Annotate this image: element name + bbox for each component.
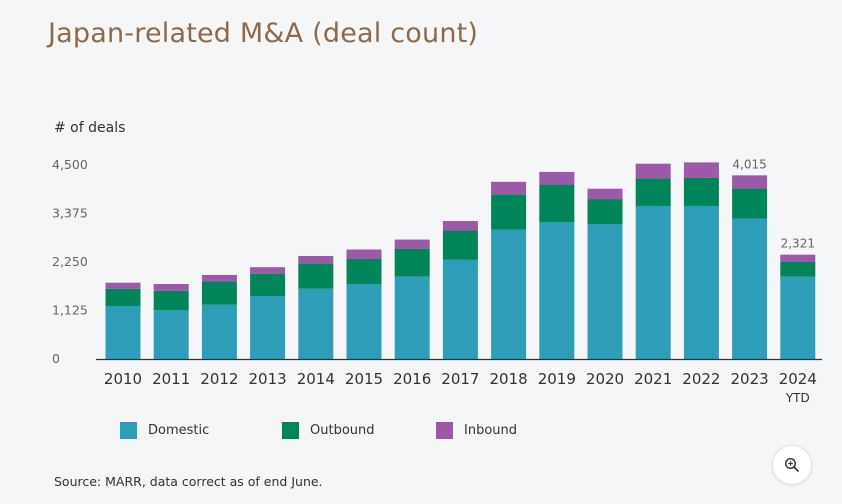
bar-outbound-2024 — [780, 262, 816, 277]
chart-title: Japan-related M&A (deal count) — [48, 18, 479, 49]
bar-outbound-2019 — [539, 184, 575, 223]
x-tick-label: 2020 — [586, 370, 624, 388]
bar-domestic-2012 — [201, 304, 237, 359]
bar-outbound-2010 — [105, 288, 141, 306]
legend-label-inbound: Inbound — [464, 423, 518, 438]
bar-outbound-2015 — [346, 258, 382, 284]
legend-item-inbound: Inbound — [436, 422, 517, 439]
bar-inbound-2010 — [105, 282, 141, 289]
stacked-bar-chart: 0 1,125 2,250 3,375 4,500 2010 2011 2012 2013 201… — [52, 157, 822, 405]
legend-label-domestic: Domestic — [148, 423, 210, 438]
y-axis-label: # of deals — [54, 120, 126, 136]
x-tick-label: 2011 — [152, 370, 190, 388]
x-tick-label: 2015 — [345, 370, 383, 388]
bar-inbound-2022 — [683, 162, 719, 178]
data-label-2024: 2,321 — [781, 237, 815, 251]
data-label-2023: 4,015 — [732, 157, 766, 171]
bar-outbound-2017 — [442, 230, 478, 260]
bar-domestic-2020 — [587, 224, 623, 359]
bar-inbound-2013 — [250, 267, 286, 274]
y-tick-label: 3,375 — [52, 206, 88, 221]
bar-inbound-2021 — [635, 163, 671, 179]
bar-outbound-2021 — [635, 178, 671, 206]
bar-domestic-2023 — [732, 218, 768, 359]
source-note: Source: MARR, data correct as of end Jun… — [54, 474, 323, 489]
bar-inbound-2014 — [298, 255, 334, 264]
bar-domestic-2013 — [250, 296, 286, 359]
bar-inbound-2015 — [346, 249, 382, 259]
bar-outbound-2014 — [298, 263, 334, 289]
bar-domestic-2019 — [539, 222, 575, 359]
bar-inbound-2012 — [201, 274, 237, 282]
bar-outbound-2020 — [587, 199, 623, 225]
x-tick-label: 2019 — [538, 370, 576, 388]
bar-domestic-2024 — [780, 276, 816, 359]
bar-domestic-2018 — [491, 229, 527, 359]
y-tick-label: 1,125 — [52, 303, 88, 318]
x-tick-label: 2013 — [249, 370, 287, 388]
y-tick-label: 2,250 — [52, 254, 88, 269]
y-tick-label: 0 — [52, 351, 60, 366]
bar-domestic-2022 — [683, 205, 719, 359]
bar-outbound-2018 — [491, 194, 527, 230]
x-tick-label: 2024 — [779, 370, 817, 388]
x-tick-label: 2012 — [200, 370, 238, 388]
x-tick-label: 2021 — [634, 370, 672, 388]
bar-inbound-2020 — [587, 188, 623, 200]
x-tick-label: 2018 — [490, 370, 528, 388]
bar-domestic-2021 — [635, 205, 671, 359]
x-tick-label: 2016 — [393, 370, 431, 388]
legend-label-outbound: Outbound — [310, 423, 375, 438]
x-tick-label: 2023 — [731, 370, 769, 388]
bar-inbound-2011 — [153, 283, 189, 291]
x-tick-sublabel: YTD — [785, 391, 810, 405]
x-tick-label: 2010 — [104, 370, 142, 388]
x-tick-label: 2014 — [297, 370, 335, 388]
bar-domestic-2014 — [298, 288, 334, 359]
bar-domestic-2016 — [394, 276, 430, 359]
legend: Domestic Outbound Inbound — [0, 422, 842, 444]
bar-domestic-2011 — [153, 310, 189, 359]
bar-domestic-2010 — [105, 305, 141, 359]
bar-inbound-2024 — [780, 254, 816, 262]
legend-swatch-inbound — [436, 422, 453, 439]
legend-swatch-domestic — [120, 422, 137, 439]
bar-outbound-2023 — [732, 188, 768, 219]
bar-inbound-2023 — [732, 175, 768, 189]
legend-item-outbound: Outbound — [282, 422, 375, 439]
y-tick-label: 4,500 — [52, 157, 88, 172]
bar-inbound-2018 — [491, 181, 527, 195]
bar-outbound-2013 — [250, 273, 286, 297]
bar-inbound-2019 — [539, 171, 575, 185]
x-tick-label: 2022 — [682, 370, 720, 388]
bar-outbound-2011 — [153, 290, 189, 311]
bar-inbound-2016 — [394, 239, 430, 249]
zoom-button[interactable] — [772, 445, 812, 485]
bar-outbound-2012 — [201, 281, 237, 305]
bar-domestic-2017 — [442, 259, 478, 359]
zoom-in-icon — [784, 457, 799, 472]
x-tick-label: 2017 — [441, 370, 479, 388]
legend-swatch-outbound — [282, 422, 299, 439]
legend-item-domestic: Domestic — [120, 422, 209, 439]
bar-domestic-2015 — [346, 283, 382, 359]
bar-outbound-2016 — [394, 248, 430, 277]
bar-outbound-2022 — [683, 177, 719, 206]
bar-inbound-2017 — [442, 221, 478, 231]
